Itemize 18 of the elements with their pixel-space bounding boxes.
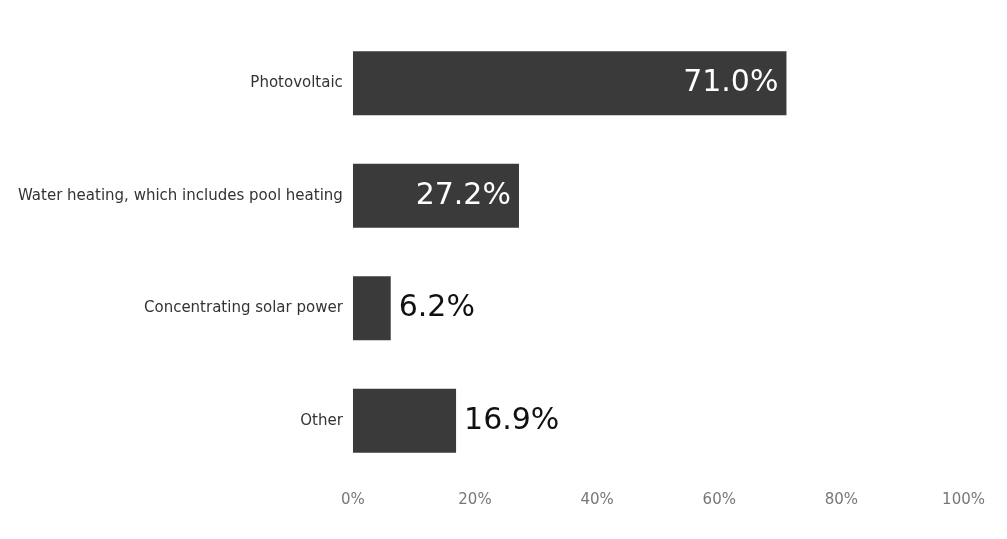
bar (352, 388, 457, 453)
x-tick-label: 100% (942, 489, 985, 508)
y-tick-label: Other (300, 410, 344, 429)
x-tick-label: 0% (340, 489, 365, 508)
bar (352, 51, 787, 116)
x-tick-label: 80% (824, 489, 859, 508)
data-label: 16.9% (464, 400, 560, 436)
bar (352, 276, 391, 341)
bar (352, 163, 519, 228)
data-label: 6.2% (398, 288, 475, 324)
x-tick-label: 20% (458, 489, 492, 508)
y-tick-label: Photovoltaic (250, 73, 343, 92)
data-label: 71.0% (683, 63, 779, 99)
y-tick-label: Concentrating solar power (143, 298, 344, 317)
x-tick-label: 60% (702, 489, 736, 508)
y-tick-label: Water heating, which includes pool heating (18, 185, 343, 204)
x-tick-label: 40% (580, 489, 614, 508)
data-label: 27.2% (415, 175, 511, 211)
